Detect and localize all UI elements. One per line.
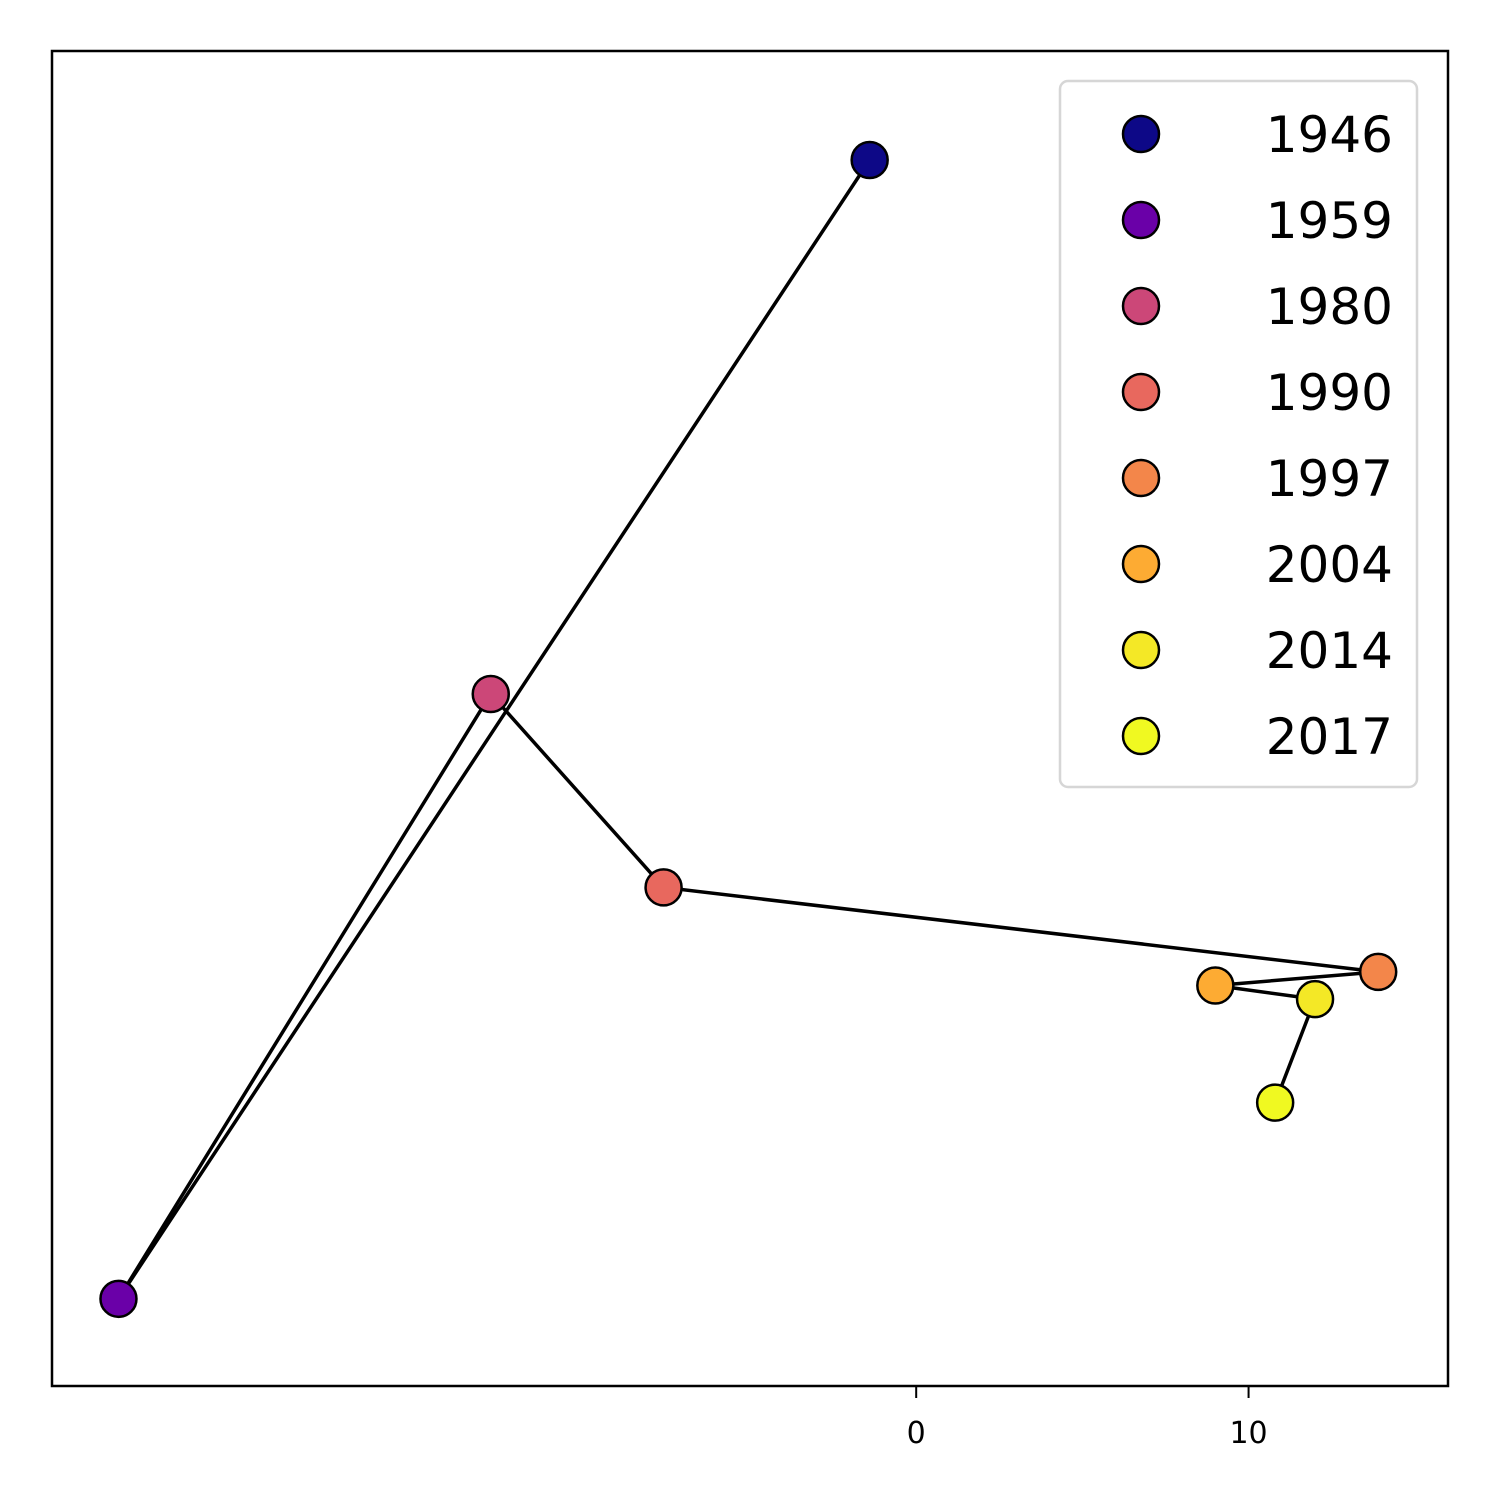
legend-marker-1997 [1121,458,1161,498]
line-segment-1980-1990 [488,692,666,890]
legend: 1946 1959 1980 1990 1997 2004 2014 2017 [1058,79,1419,789]
plot-frame [50,49,1450,1388]
line-segment-1959-1980 [116,692,493,1301]
legend-label-1959: 1959 [1266,192,1393,250]
legend-marker-1959 [1121,200,1161,240]
data-points [99,140,1398,1319]
legend-label-2017: 2017 [1266,708,1393,766]
legend-marker-1990 [1121,372,1161,412]
line-segment-1946-1959 [116,158,872,1301]
legend-label-1997: 1997 [1266,450,1393,508]
point-1990 [644,868,683,907]
legend-box [1058,79,1419,789]
point-2014 [1295,979,1335,1019]
point-1946 [850,140,889,180]
point-2004 [1196,966,1235,1005]
legend-marker-2014 [1121,630,1161,670]
legend-marker-2017 [1121,716,1161,756]
point-2017 [1255,1083,1295,1122]
line-segment-1990-1997 [661,885,1380,974]
line-segment-1997-2004 [1213,970,1380,988]
point-1980 [471,674,510,714]
point-1959 [99,1279,138,1319]
x-axis-ticks: 0 10 [907,1386,1268,1451]
x-tick-label-0: 0 [907,1416,926,1451]
legend-marker-1980 [1121,286,1161,326]
legend-label-1990: 1990 [1266,364,1393,422]
point-1997 [1358,952,1398,992]
legend-label-2014: 2014 [1266,622,1393,680]
legend-label-1946: 1946 [1266,106,1393,164]
legend-marker-2004 [1121,544,1161,584]
connecting-line [116,158,1380,1301]
legend-label-1980: 1980 [1266,278,1393,336]
legend-label-2004: 2004 [1266,536,1393,594]
legend-marker-1946 [1121,114,1161,154]
x-tick-label-10: 10 [1229,1416,1267,1451]
